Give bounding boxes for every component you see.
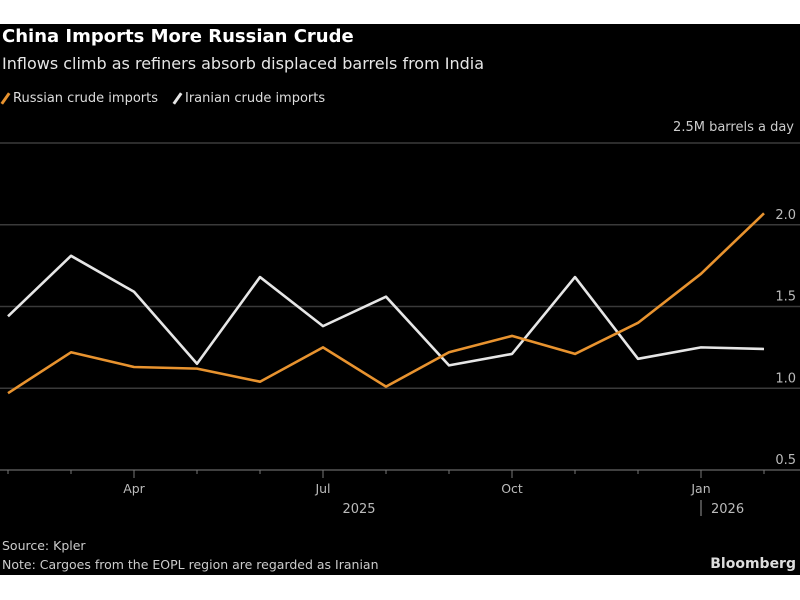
chart-panel: China Imports More Russian Crude Inflows… xyxy=(0,24,800,575)
y-tick-label: 1.0 xyxy=(775,371,796,386)
x-tick-label: Apr xyxy=(123,481,145,496)
legend-item-russian: Russian crude imports xyxy=(0,91,158,106)
series-line-russian xyxy=(7,212,765,395)
series-line-iranian xyxy=(7,254,765,367)
year-label: 2026 xyxy=(711,502,744,517)
footnote: Note: Cargoes from the EOPL region are r… xyxy=(2,557,379,572)
y-tick-label: 2.0 xyxy=(775,208,796,223)
year-label: 2025 xyxy=(342,502,375,517)
y-tick-label: 0.5 xyxy=(775,453,796,468)
x-tick-label: Jul xyxy=(314,481,330,496)
legend-label-russian: Russian crude imports xyxy=(13,91,158,106)
legend: Russian crude imports Iranian crude impo… xyxy=(0,91,326,106)
legend-item-iranian: Iranian crude imports xyxy=(172,91,326,106)
unit-label: 2.5M barrels a day xyxy=(673,120,794,135)
plot-area: 2.0 1.5 1.0 0.5 Apr Jul Oct Jan 2025 2026 xyxy=(0,142,800,517)
source-note: Source: Kpler xyxy=(2,538,86,553)
chart-subtitle: Inflows climb as refiners absorb displac… xyxy=(2,54,485,73)
bloomberg-logo: Bloomberg xyxy=(710,556,796,572)
legend-label-iranian: Iranian crude imports xyxy=(185,91,326,106)
y-tick-label: 1.5 xyxy=(775,290,796,305)
x-tick-label: Jan xyxy=(690,481,710,496)
chart-title: China Imports More Russian Crude xyxy=(2,26,354,47)
x-tick-label: Oct xyxy=(501,481,523,496)
